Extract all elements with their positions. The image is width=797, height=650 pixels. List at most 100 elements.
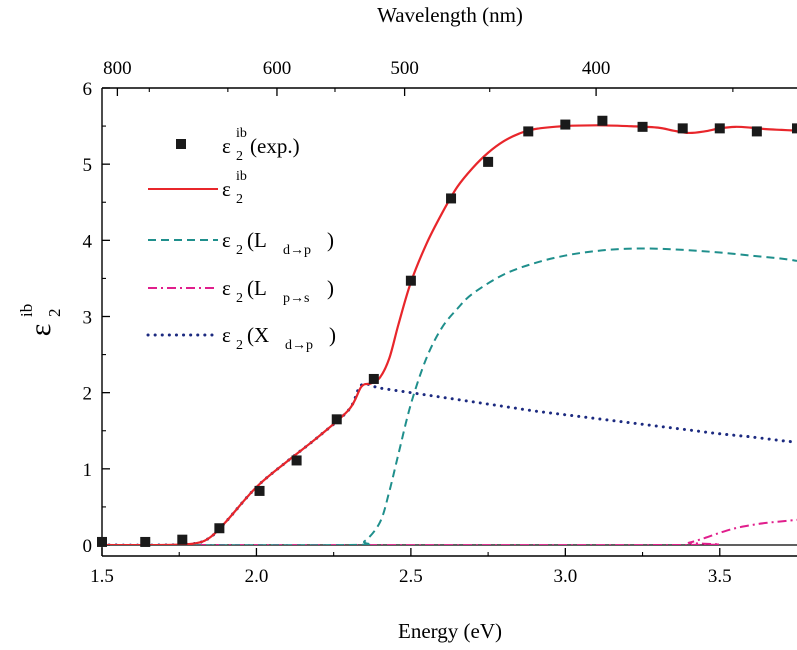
series-layer [102,124,797,545]
x-axis-title: Energy (eV) [398,619,502,643]
y-tick-label: 0 [83,536,93,557]
legend-xdp-tail: (X [247,323,269,347]
legend-item-ldp: ε 2 (L d→p ) [148,228,334,258]
y-tick-label: 3 [83,308,93,329]
svg-text:): ) [327,276,334,300]
svg-text:(L: (L [247,276,267,300]
svg-text:ε: ε [222,177,231,201]
svg-text:ε: ε [222,134,231,158]
legend-lps-sub: 2 [236,291,243,306]
legend-lps-main: ε [222,276,231,300]
data-point-exp [291,455,302,466]
svg-text:(exp.): (exp.) [250,134,300,158]
data-point-exp [560,119,571,130]
x-tick-label: 2.0 [245,566,269,587]
data-point-exp [637,121,648,132]
y-tick-label: 2 [83,384,93,405]
svg-text:): ) [327,228,334,252]
data-point-exp [140,536,151,547]
series-line-fit [102,124,797,545]
y-axis-title-sub: 2 [45,309,64,318]
legend-exp-sup: ib [236,126,247,141]
series-line-ldp [102,247,797,545]
legend-fit-sup: ib [236,169,247,184]
svg-text:ε: ε [222,323,231,347]
data-point-exp [177,534,188,545]
data-point-exp [254,485,265,496]
svg-text:): ) [329,323,336,347]
legend-item-lps: ε 2 (L p→s ) [148,276,334,306]
legend-swatch-exp [176,139,186,149]
y-axis-title: ε 2 ib [17,304,64,337]
legend-fit-main: ε [222,177,231,201]
data-point-exp [331,414,342,425]
data-point-exp [714,123,725,134]
series-line-lps [102,518,797,545]
svg-text:2: 2 [236,338,243,353]
svg-text:ε: ε [24,324,57,337]
data-point-exp [677,123,688,134]
data-point-exp [523,126,534,137]
x-tick-label: 2.5 [399,566,423,587]
legend-xdp-sub2: d→p [285,338,313,353]
top-tick-label: 600 [263,58,292,79]
data-point-exp [751,126,762,137]
top-tick-label: 400 [582,58,611,79]
legend-exp-sub: 2 [236,149,243,164]
y-tick-label: 5 [83,155,93,176]
x-tick-label: 3.5 [708,566,732,587]
legend-fit-sub: 2 [236,192,243,207]
data-point-exp [792,123,797,134]
plot-frame [101,87,797,557]
svg-text:d→p: d→p [283,243,311,258]
legend-lps-tail: (L [247,276,267,300]
svg-text:(X: (X [247,323,269,347]
svg-text:ib: ib [17,304,36,317]
legend-ldp-close: ) [327,228,334,252]
legend-ldp-sub: 2 [236,243,243,258]
svg-text:ib: ib [236,169,247,184]
y-axis-title-main: ε [24,324,57,337]
data-point-exp [214,523,225,534]
legend-lps-sub2: p→s [283,291,309,306]
legend-item-fit: ε 2 ib [148,169,247,207]
legend-item-exp: ε 2 ib (exp.) [176,126,300,164]
legend-exp-main: ε [222,134,231,158]
legend-xdp-sub: 2 [236,338,243,353]
legend-ldp-sub2: d→p [283,243,311,258]
y-tick-label: 4 [83,231,93,252]
marker-layer [97,115,797,547]
legend-lps-close: ) [327,276,334,300]
top-tick-label: 800 [103,58,132,79]
top-tick-label: 500 [390,58,419,79]
svg-text:2: 2 [236,192,243,207]
axis-ticks: 1.5 2.0 2.5 3.0 3.5 0 1 2 3 4 5 6 800 600 500 400 [83,58,734,587]
svg-text:2: 2 [45,309,64,318]
data-point-exp [446,193,457,204]
svg-text:2: 2 [236,243,243,258]
legend-xdp-main: ε [222,323,231,347]
svg-text:(L: (L [247,228,267,252]
legend-ldp-tail: (L [247,228,267,252]
x-tick-label: 3.0 [553,566,577,587]
svg-text:ε: ε [222,276,231,300]
svg-text:p→s: p→s [283,291,309,306]
legend-ldp-main: ε [222,228,231,252]
svg-text:ib: ib [236,126,247,141]
svg-text:d→p: d→p [285,338,313,353]
data-point-exp [597,115,608,126]
legend-item-xdp: ε 2 (X d→p ) [146,323,336,353]
svg-text:ε: ε [222,228,231,252]
data-point-exp [368,373,379,384]
legend-exp-tail: (exp.) [250,134,300,158]
data-point-exp [483,156,494,167]
y-tick-label: 6 [83,79,93,100]
legend: ε 2 ib (exp.) ε 2 ib ε 2 (L d→p ) ε 2 (L… [146,126,336,353]
svg-text:2: 2 [236,149,243,164]
y-axis-title-sup: ib [17,304,36,317]
svg-text:2: 2 [236,291,243,306]
data-point-exp [405,275,416,286]
series-line-xdp [102,382,797,545]
y-tick-label: 1 [83,460,93,481]
